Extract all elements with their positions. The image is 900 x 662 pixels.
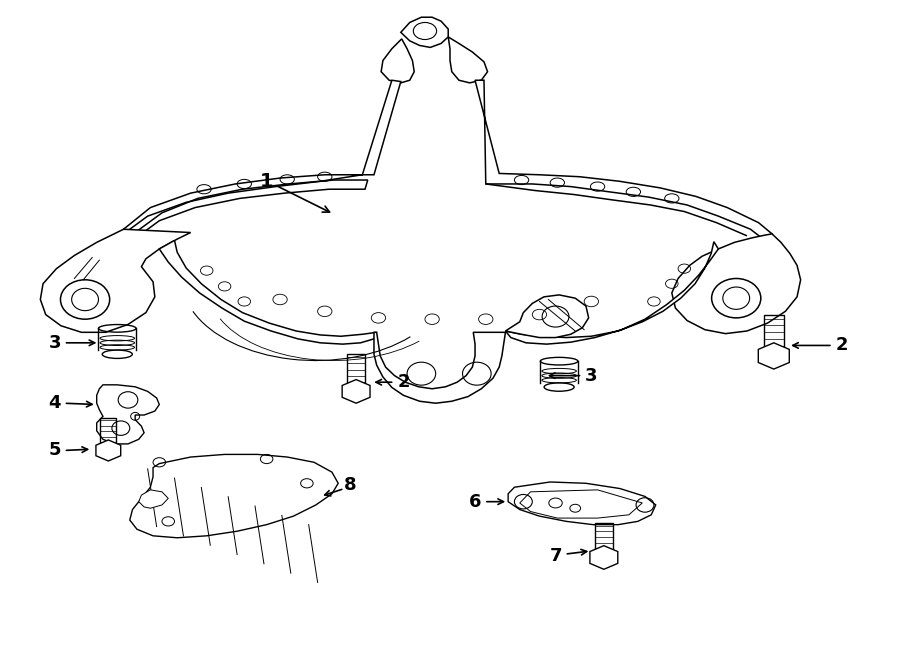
Polygon shape — [123, 80, 400, 234]
Text: 8: 8 — [344, 476, 356, 495]
Polygon shape — [448, 37, 488, 83]
Text: 2: 2 — [397, 373, 410, 391]
Text: 4: 4 — [49, 394, 61, 412]
Polygon shape — [671, 234, 801, 334]
Polygon shape — [374, 332, 506, 403]
Polygon shape — [96, 440, 121, 461]
Text: 1: 1 — [260, 172, 274, 191]
Polygon shape — [159, 240, 377, 344]
Polygon shape — [342, 379, 370, 403]
Polygon shape — [139, 490, 168, 508]
Text: 3: 3 — [585, 367, 598, 385]
Polygon shape — [96, 385, 159, 444]
Text: 5: 5 — [49, 442, 61, 459]
Polygon shape — [130, 454, 338, 538]
Polygon shape — [40, 229, 191, 332]
Polygon shape — [590, 545, 617, 569]
Polygon shape — [506, 242, 718, 344]
Text: 2: 2 — [835, 336, 848, 354]
Polygon shape — [759, 343, 789, 369]
Polygon shape — [400, 17, 448, 48]
Polygon shape — [475, 80, 772, 240]
Polygon shape — [506, 295, 589, 338]
Text: 6: 6 — [469, 493, 482, 510]
Text: 3: 3 — [49, 334, 61, 352]
Polygon shape — [508, 482, 656, 525]
Polygon shape — [381, 39, 414, 83]
Text: 7: 7 — [549, 547, 562, 565]
